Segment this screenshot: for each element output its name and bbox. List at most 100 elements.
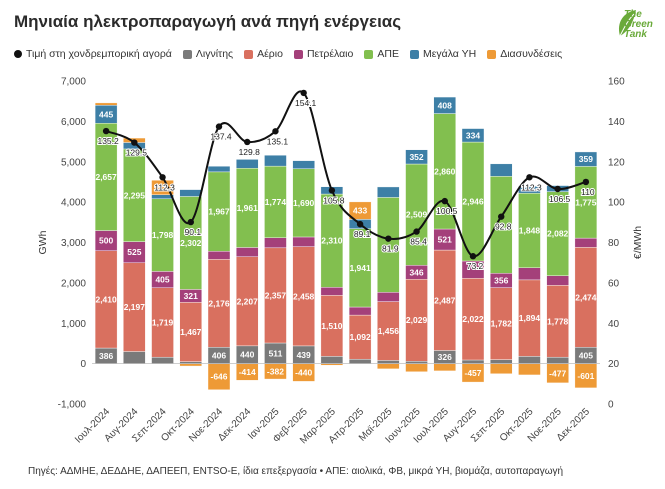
data-label: 405: [155, 275, 169, 285]
price-point: [328, 187, 336, 194]
bar-segment: [518, 363, 541, 376]
price-point: [272, 128, 279, 135]
price-point: [413, 228, 420, 235]
logo-text: The Green Tank: [624, 9, 653, 40]
bar-segment: [490, 359, 513, 364]
data-label: 1,967: [208, 207, 230, 217]
data-label: 2,029: [406, 315, 428, 325]
bar-segment: [236, 247, 259, 257]
y-tick-label: 3,000: [61, 238, 86, 249]
bar-segment: [461, 128, 485, 143]
y-tick-label: 0: [80, 359, 86, 370]
price-point: [554, 185, 561, 193]
legend-item: Αέριο: [244, 48, 283, 60]
data-label: -477: [549, 368, 566, 378]
price-label: 73.2: [467, 261, 484, 271]
legend-label: Αέριο: [257, 48, 283, 60]
legend-item: Πετρέλαιο: [293, 48, 354, 60]
data-label: 433: [353, 206, 367, 216]
bar-segment: [264, 155, 287, 167]
data-label: 2,458: [293, 291, 315, 301]
data-label: 1,778: [547, 316, 569, 326]
price-label: 85.4: [410, 237, 427, 247]
bar-segment: [377, 360, 400, 364]
price-point: [356, 220, 364, 228]
price-point: [498, 213, 505, 220]
data-label: 500: [99, 236, 113, 246]
data-label: 1,782: [491, 319, 513, 329]
data-label: 326: [438, 352, 452, 362]
bar-segment: [94, 102, 118, 106]
green-tank-logo: The Green Tank: [614, 6, 662, 48]
bar-segment: [348, 358, 372, 364]
data-label: 525: [127, 247, 141, 257]
data-label: 445: [99, 109, 113, 119]
data-label: 2,474: [575, 292, 597, 302]
price-label: 100.5: [436, 206, 458, 216]
data-label: 2,197: [124, 302, 146, 312]
price-point: [385, 235, 392, 242]
legend-item: Λιγνίτης: [182, 48, 233, 60]
bar-segment: [179, 189, 202, 197]
data-label: 356: [494, 275, 508, 285]
data-label: 1,848: [519, 225, 541, 235]
bar-segment: [320, 356, 344, 364]
legend-swatch: [244, 49, 254, 59]
bar-segment: [574, 237, 598, 248]
price-point: [441, 197, 448, 205]
bar-segment: [490, 363, 513, 374]
legend-item: Μεγάλα ΥΗ: [409, 48, 476, 60]
data-label: 2,310: [321, 236, 343, 246]
legend-swatch: [487, 49, 497, 59]
source-note: Πηγές: ΑΔΜΗΕ, ΔΕΔΔΗΕ, ΔΑΠΕΕΠ, ENTSO-E, ί…: [28, 466, 564, 477]
bar-segment: [405, 149, 428, 165]
y2-tick-label: 20: [608, 359, 620, 370]
bar-segment: [377, 363, 400, 370]
leaf-logo-icon: [618, 10, 636, 37]
legend-swatch: [293, 49, 303, 59]
price-label: 112.3: [521, 182, 542, 192]
legend-swatch: [182, 49, 192, 59]
data-label: -457: [464, 368, 481, 378]
legend-label: Διασυνδέσεις: [500, 48, 563, 60]
y-tick-label: -1,000: [58, 400, 87, 411]
bar-segment: [348, 306, 372, 316]
data-label: -382: [267, 366, 284, 376]
price-point: [102, 127, 110, 135]
price-point: [131, 139, 138, 146]
price-point: [582, 178, 590, 186]
data-label: 2,176: [208, 298, 230, 308]
data-label: 521: [438, 235, 452, 245]
data-label: 2,657: [95, 172, 117, 182]
data-label: -414: [239, 367, 256, 377]
bar-segment: [546, 275, 569, 286]
price-point: [187, 218, 194, 226]
data-label: 2,357: [265, 290, 287, 300]
data-label: 386: [99, 351, 113, 361]
data-label: 1,961: [237, 203, 259, 213]
bar-segment: [264, 237, 287, 249]
price-label: 137.4: [210, 132, 232, 142]
data-label: 439: [297, 350, 311, 360]
y-tick-label: 4,000: [61, 198, 86, 209]
chart-title: Μηνιαία ηλεκτροπαραγωγή ανά πηγή ενέργει…: [14, 12, 402, 31]
data-label: 511: [269, 348, 283, 358]
data-label: 405: [579, 350, 593, 360]
bar-segment: [292, 236, 315, 247]
data-label: 1,456: [378, 326, 400, 336]
legend-label: Πετρέλαιο: [306, 48, 354, 60]
legend-item: Τιμή στη χονδρεμπορική αγορά: [14, 48, 172, 60]
data-label: -440: [295, 368, 312, 378]
bar-segment: [123, 351, 146, 364]
y-tick-label: 1,000: [61, 319, 86, 330]
y-tick-label: 7,000: [61, 77, 86, 88]
data-label: 406: [212, 350, 226, 360]
y-tick-label: 2,000: [61, 278, 86, 289]
bar-segment: [207, 166, 231, 173]
bar-segment: [518, 356, 541, 364]
price-line: [105, 90, 587, 258]
data-label: 334: [466, 130, 480, 140]
bar-segment: [574, 151, 598, 167]
bar-segment: [348, 201, 372, 220]
bar-segment: [151, 194, 174, 200]
